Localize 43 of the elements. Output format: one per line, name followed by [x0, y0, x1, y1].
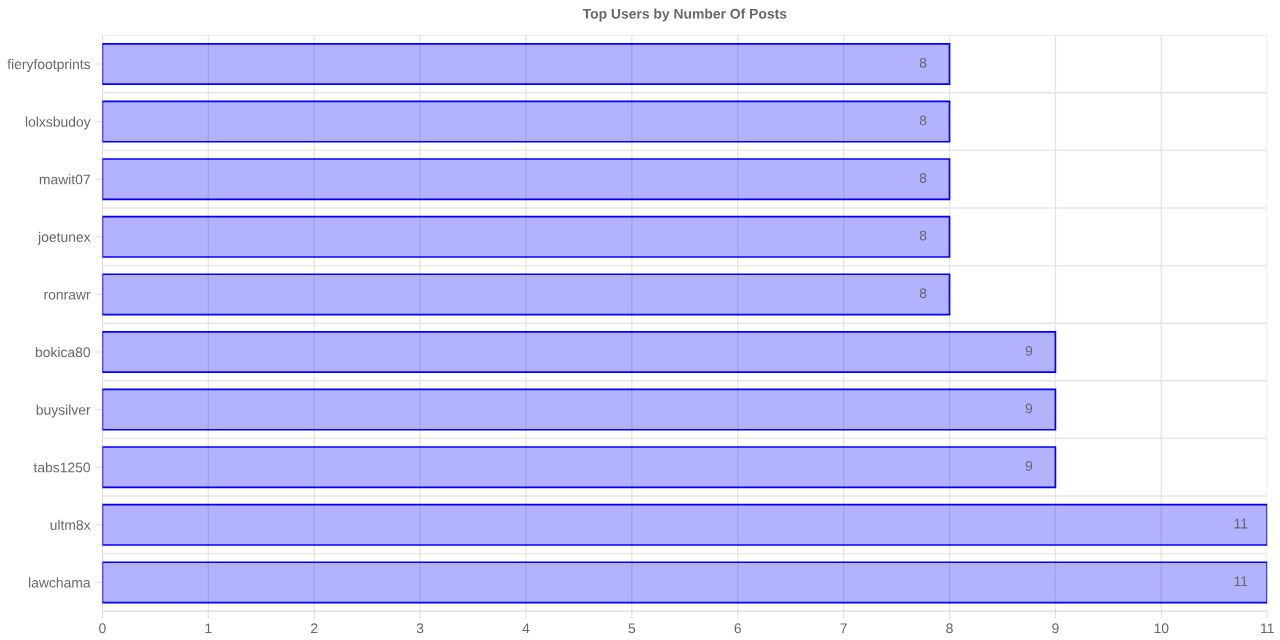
- y-tick-label: buysilver: [36, 404, 91, 418]
- x-tick-label: 3: [416, 623, 424, 634]
- data-label: 11: [1234, 518, 1248, 529]
- bar: [102, 388, 1057, 431]
- y-tick-label: fieryfootprints: [7, 58, 91, 72]
- bar: [102, 158, 951, 201]
- bar: [102, 43, 951, 85]
- chart-title: Top Users by Number Of Posts: [582, 8, 787, 22]
- bar: [102, 273, 951, 316]
- bar: [102, 503, 1268, 546]
- data-label: 11: [1234, 576, 1248, 586]
- data-label: 8: [919, 288, 927, 299]
- x-tick-label: 10: [1154, 623, 1169, 634]
- bar: [102, 446, 1057, 489]
- data-label: 8: [919, 173, 927, 183]
- data-label: 9: [1025, 403, 1033, 414]
- x-tick-label: 2: [311, 623, 318, 634]
- x-tick-label: 4: [522, 623, 530, 634]
- y-tick-label: mawit07: [39, 174, 90, 185]
- y-tick-label: ultm8x: [50, 519, 91, 530]
- y-tick-label: joetunex: [37, 231, 91, 245]
- bar: [102, 100, 951, 143]
- data-label: 9: [1025, 461, 1033, 471]
- data-label: 9: [1025, 345, 1033, 356]
- y-tick-label: lawchama: [29, 577, 91, 588]
- data-label: 8: [919, 230, 927, 241]
- y-tick-label: tabs1250: [33, 462, 91, 473]
- x-tick-label: 11: [1261, 623, 1274, 634]
- x-tick-label: 8: [946, 623, 953, 634]
- x-tick-label: 6: [734, 623, 741, 634]
- y-tick-label: ronrawr: [44, 291, 91, 300]
- x-tick-label: 7: [840, 623, 847, 634]
- y-tick-label: bokica80: [35, 346, 91, 358]
- data-label: 8: [919, 57, 927, 68]
- data-label: 8: [919, 115, 927, 126]
- x-tick-label: 5: [628, 623, 636, 634]
- x-tick-label: 1: [205, 623, 212, 634]
- bar: [102, 561, 1268, 604]
- x-tick-label: 9: [1052, 623, 1059, 634]
- bar: [102, 215, 951, 258]
- x-tick-label: 0: [99, 623, 106, 634]
- bar: [102, 331, 1057, 373]
- y-tick-label: lolxsbudoy: [25, 116, 91, 130]
